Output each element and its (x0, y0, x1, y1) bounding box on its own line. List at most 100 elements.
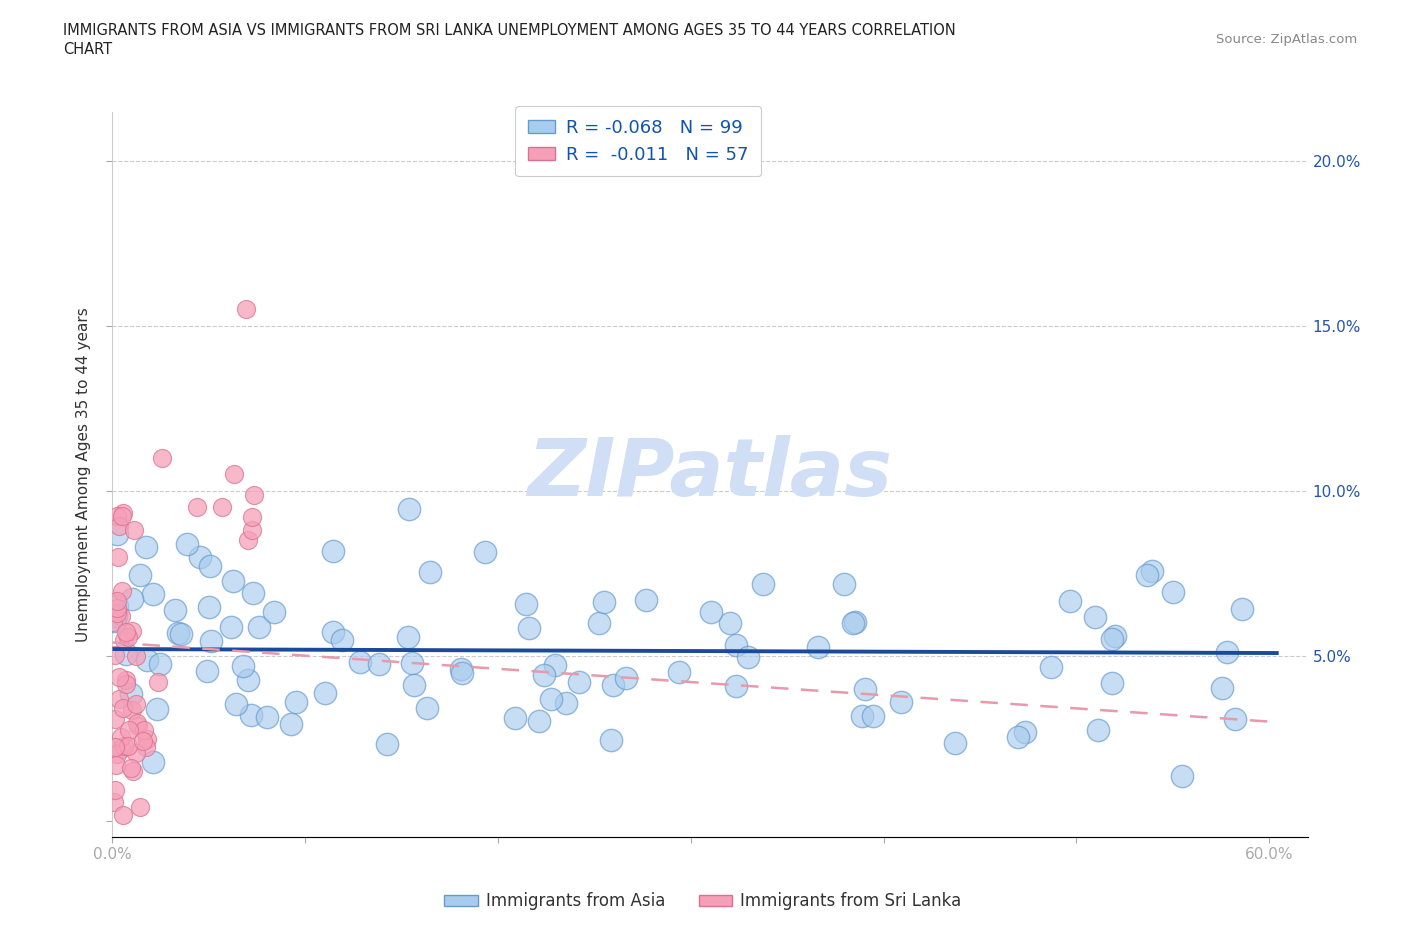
Point (568, 675, 591, 690)
Point (198, 559, 221, 574)
Point (240, 707, 263, 722)
Point (240, 523, 263, 538)
Point (416, 701, 439, 716)
Point (211, 499, 233, 514)
Point (1084, 609, 1107, 624)
Point (890, 695, 912, 710)
Text: IMMIGRANTS FROM ASIA VS IMMIGRANTS FROM SRI LANKA UNEMPLOYMENT AMONG AGES 35 TO : IMMIGRANTS FROM ASIA VS IMMIGRANTS FROM … (63, 23, 956, 38)
Point (515, 596, 537, 611)
Point (544, 658, 567, 672)
Point (124, 523, 146, 538)
Point (588, 616, 610, 631)
Point (114, 624, 136, 639)
Point (142, 587, 165, 602)
Point (235, 302, 257, 317)
Point (186, 499, 208, 514)
Point (242, 585, 264, 600)
Point (121, 591, 143, 606)
Point (222, 467, 245, 482)
Legend: R = -0.068   N = 99, R =  -0.011   N = 57: R = -0.068 N = 99, R = -0.011 N = 57 (516, 106, 761, 177)
Point (112, 739, 135, 754)
Point (125, 697, 148, 711)
Point (375, 736, 398, 751)
Point (1040, 659, 1063, 674)
Point (450, 662, 472, 677)
Point (1014, 724, 1036, 739)
Point (600, 733, 623, 748)
Point (111, 807, 134, 822)
Point (1230, 602, 1253, 617)
Point (135, 739, 157, 754)
Point (1215, 644, 1237, 659)
Text: CHART: CHART (63, 42, 112, 57)
Point (450, 666, 472, 681)
Point (555, 696, 578, 711)
Point (146, 675, 169, 690)
Point (517, 620, 540, 635)
Point (222, 573, 245, 588)
Point (115, 676, 138, 691)
Point (668, 665, 690, 680)
Point (724, 638, 747, 653)
Point (752, 577, 775, 591)
Point (284, 695, 307, 710)
Point (103, 795, 125, 810)
Point (110, 729, 132, 744)
Point (104, 783, 127, 798)
Point (533, 668, 555, 683)
Point (136, 653, 159, 668)
Point (1104, 629, 1126, 644)
Point (247, 619, 270, 634)
Point (104, 739, 127, 754)
Point (131, 734, 153, 749)
Point (135, 732, 157, 747)
Point (117, 723, 139, 737)
Point (112, 632, 135, 647)
Point (349, 655, 371, 670)
Point (146, 701, 169, 716)
Point (862, 709, 884, 724)
Point (842, 616, 865, 631)
Point (121, 703, 143, 718)
Point (592, 595, 614, 610)
Point (368, 656, 391, 671)
Point (225, 697, 247, 711)
Point (1101, 631, 1123, 646)
Point (105, 509, 128, 524)
Point (725, 678, 748, 693)
Point (117, 739, 139, 754)
Point (120, 761, 142, 776)
Point (1101, 676, 1123, 691)
Point (1223, 711, 1246, 726)
Point (396, 630, 419, 644)
Point (129, 567, 152, 582)
Point (1161, 585, 1184, 600)
Point (135, 539, 157, 554)
Point (115, 647, 138, 662)
Point (240, 510, 263, 525)
Point (851, 709, 873, 724)
Point (737, 650, 759, 665)
Point (104, 647, 127, 662)
Point (1007, 729, 1029, 744)
Point (243, 488, 266, 503)
Point (263, 605, 285, 620)
Point (474, 544, 496, 559)
Point (169, 627, 191, 642)
Point (219, 619, 242, 634)
Point (105, 605, 128, 620)
Point (198, 599, 221, 614)
Point (114, 672, 136, 687)
Point (200, 633, 222, 648)
Point (105, 608, 128, 623)
Point (108, 518, 131, 533)
Point (112, 700, 135, 715)
Point (107, 550, 129, 565)
Point (853, 681, 876, 696)
Point (807, 640, 830, 655)
Point (167, 625, 190, 640)
Point (1136, 567, 1159, 582)
Point (232, 658, 254, 673)
Point (111, 509, 134, 524)
Point (398, 501, 420, 516)
